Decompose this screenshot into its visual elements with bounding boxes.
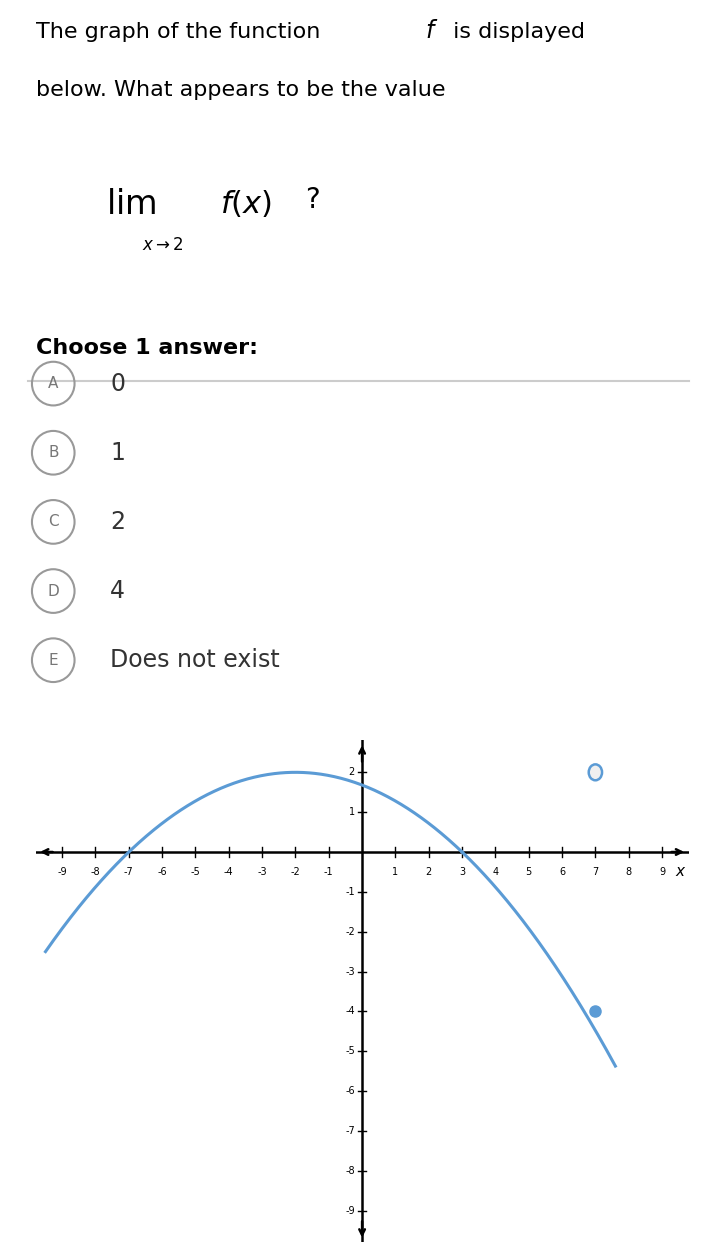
Text: $x$: $x$: [674, 865, 686, 878]
Text: -4: -4: [224, 867, 234, 877]
Text: -1: -1: [345, 887, 355, 897]
Text: D: D: [48, 584, 59, 599]
Text: 5: 5: [525, 867, 532, 877]
Text: -6: -6: [345, 1086, 355, 1096]
Text: Does not exist: Does not exist: [110, 648, 280, 673]
Text: -7: -7: [124, 867, 133, 877]
Text: 6: 6: [559, 867, 565, 877]
Text: 2: 2: [110, 510, 125, 533]
Text: E: E: [48, 653, 58, 668]
Text: is displayed: is displayed: [446, 21, 585, 41]
Text: 9: 9: [659, 867, 665, 877]
Text: $x\to2$: $x\to2$: [142, 236, 184, 254]
Text: -8: -8: [91, 867, 100, 877]
Text: -4: -4: [345, 1007, 355, 1017]
Text: below. What appears to be the value: below. What appears to be the value: [36, 80, 445, 100]
Text: $\lim$: $\lim$: [106, 190, 157, 221]
Text: -6: -6: [158, 867, 167, 877]
Text: -1: -1: [324, 867, 334, 877]
Text: -2: -2: [290, 867, 300, 877]
Text: 7: 7: [592, 867, 599, 877]
Circle shape: [589, 764, 602, 781]
Text: 4: 4: [110, 579, 125, 604]
Text: B: B: [48, 446, 58, 461]
Text: ?: ?: [305, 186, 320, 213]
Text: -5: -5: [345, 1047, 355, 1057]
Text: C: C: [48, 515, 58, 530]
Text: -3: -3: [257, 867, 267, 877]
Text: 3: 3: [459, 867, 465, 877]
Text: -3: -3: [345, 966, 355, 976]
Text: 1: 1: [110, 441, 125, 464]
Text: -5: -5: [190, 867, 200, 877]
Text: -8: -8: [345, 1166, 355, 1176]
Text: Choose 1 answer:: Choose 1 answer:: [36, 339, 258, 359]
Text: -2: -2: [345, 926, 355, 936]
Text: -9: -9: [345, 1206, 355, 1216]
Text: -9: -9: [58, 867, 67, 877]
Text: -7: -7: [345, 1126, 355, 1136]
Text: 2: 2: [349, 767, 355, 777]
Text: A: A: [48, 376, 58, 392]
Text: 4: 4: [492, 867, 498, 877]
Text: The graph of the function: The graph of the function: [36, 21, 327, 41]
Text: 0: 0: [110, 371, 125, 395]
Text: $f$: $f$: [425, 20, 438, 44]
Text: 8: 8: [626, 867, 632, 877]
Text: 2: 2: [425, 867, 432, 877]
Text: $f(x)$: $f(x)$: [220, 190, 272, 221]
Text: 1: 1: [349, 807, 355, 817]
Text: 1: 1: [393, 867, 398, 877]
